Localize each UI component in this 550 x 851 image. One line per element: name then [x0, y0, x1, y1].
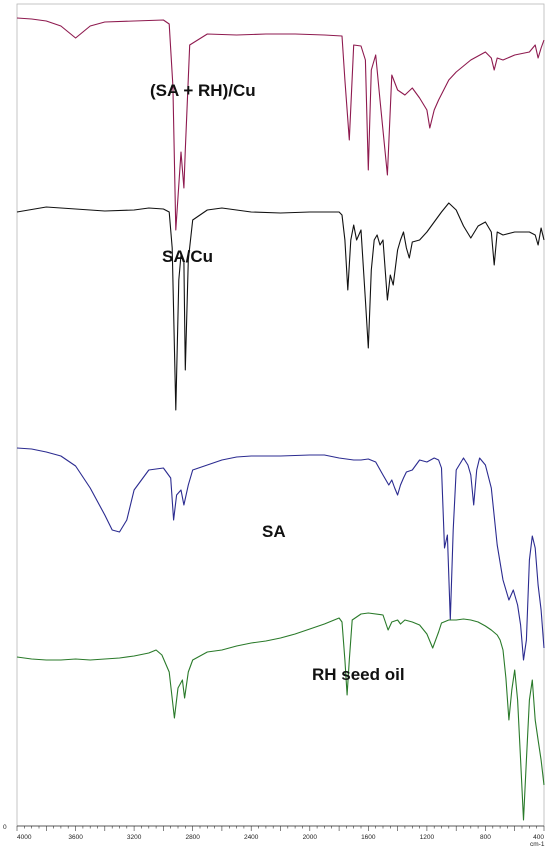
series-layer — [16, 17, 545, 821]
x-tick-label: 400 — [533, 834, 544, 841]
series-label-rh-seed-oil: RH seed oil — [312, 665, 405, 684]
x-tick-label: 2000 — [303, 834, 318, 841]
x-tick-label: 2400 — [244, 834, 259, 841]
series-label-sa-rh-cu: (SA + RH)/Cu — [150, 81, 256, 100]
x-tick-label: 1200 — [420, 834, 435, 841]
series-label-sa-cu: SA/Cu — [162, 247, 213, 266]
x-tick-label: 3600 — [68, 834, 83, 841]
series-line-0 — [16, 17, 545, 231]
plot-frame — [16, 3, 545, 827]
x-tick-label: 800 — [480, 834, 491, 841]
x-tick-label: 1600 — [361, 834, 376, 841]
x-tick-label: 3200 — [127, 834, 142, 841]
x-axis-ticks: 4000 3600 3200 2800 2400 2000 1600 1200 800 400 — [16, 826, 544, 841]
series-line-1 — [16, 202, 545, 411]
series-line-3 — [16, 612, 545, 821]
x-tick-label: 2800 — [185, 834, 200, 841]
series-line-2 — [16, 447, 545, 661]
y-zero-label: 0 — [3, 824, 7, 831]
x-tick-label: 4000 — [17, 834, 32, 841]
series-label-sa: SA — [262, 522, 286, 541]
series-labels: (SA + RH)/Cu SA/Cu SA RH seed oil — [150, 81, 405, 684]
x-axis-unit-label: cm-1 — [530, 841, 545, 848]
